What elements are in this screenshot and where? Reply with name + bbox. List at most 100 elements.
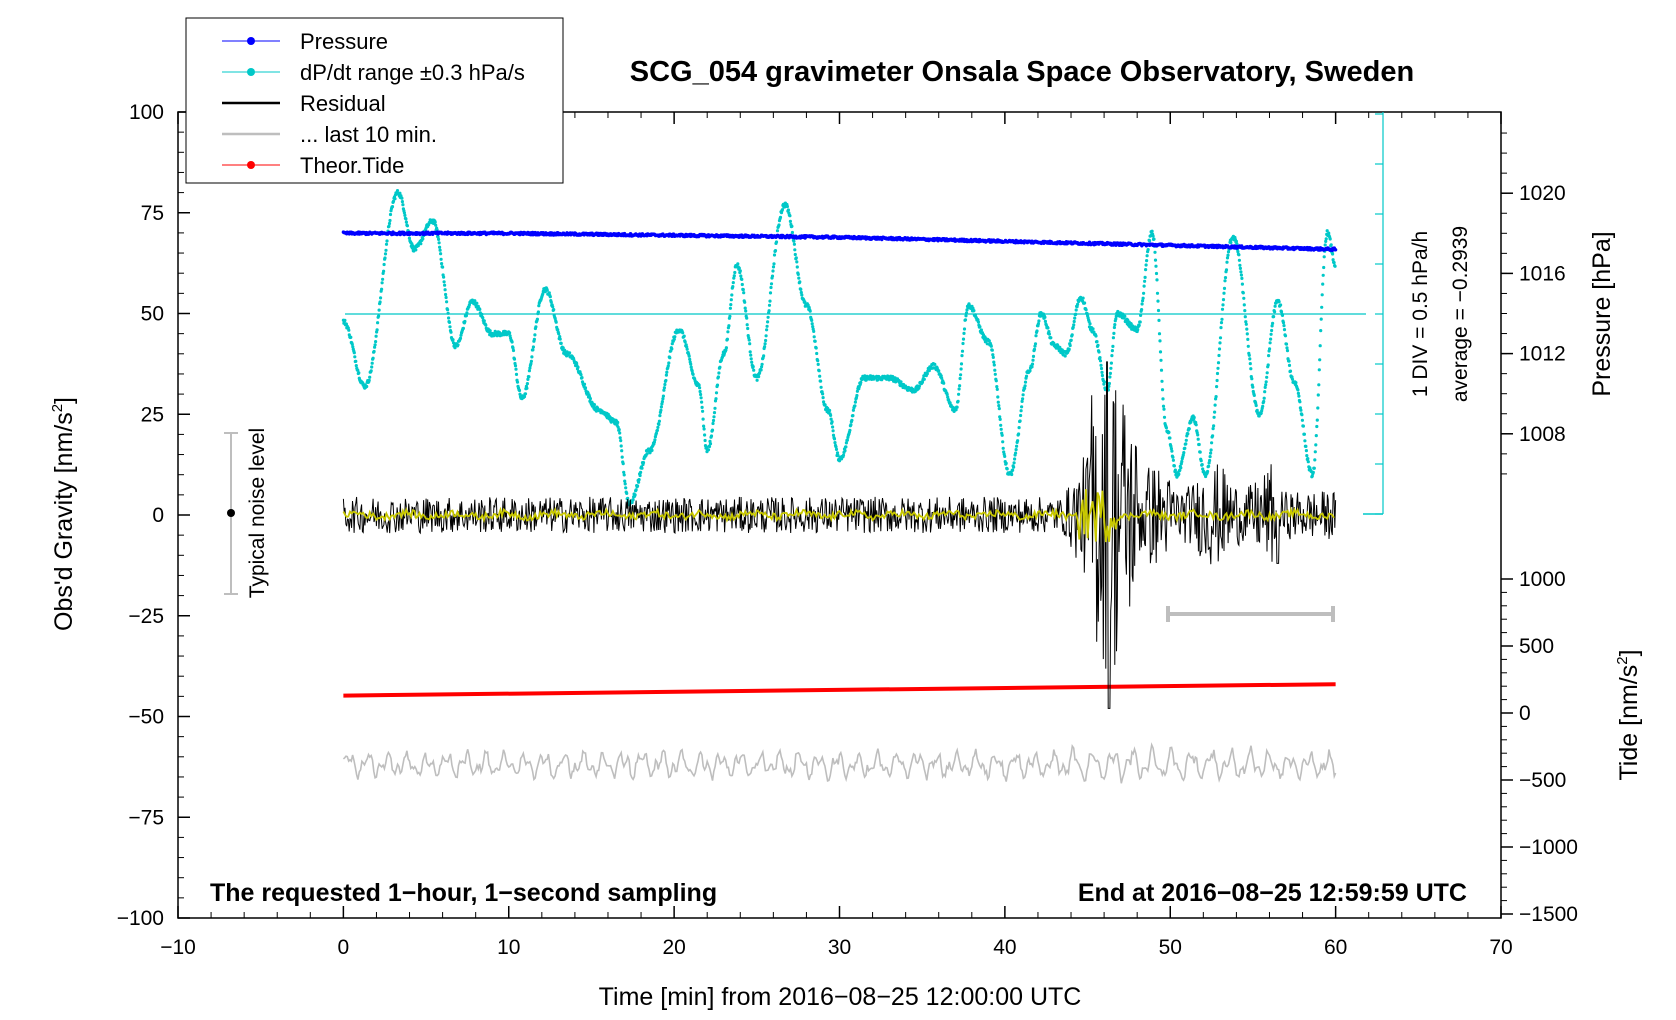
dpdt-point <box>1199 459 1203 463</box>
dpdt-point <box>1072 319 1076 324</box>
legend-label-dpdt: dP/dt range ±0.3 hPa/s <box>300 60 525 85</box>
dpdt-point <box>657 422 661 426</box>
dpdt-point <box>1000 433 1004 437</box>
x-tick-label: 10 <box>497 936 520 959</box>
dpdt-point <box>989 344 993 348</box>
dpdt-point <box>794 256 798 260</box>
dpdt-point <box>1049 336 1053 340</box>
dpdt-point <box>1226 253 1230 257</box>
dpdt-point <box>1273 304 1277 308</box>
dpdt-point <box>1033 342 1038 346</box>
dpdt-point <box>557 332 561 336</box>
dpdt-point <box>1215 378 1219 383</box>
dpdt-point <box>1319 329 1323 333</box>
dpdt-point <box>1246 337 1250 341</box>
dpdt-point <box>421 237 425 241</box>
dpdt-point <box>1318 358 1322 362</box>
dpdt-point <box>773 249 778 253</box>
dpdt-point <box>1317 383 1321 387</box>
dpdt-point <box>828 408 832 413</box>
dpdt-point <box>1219 326 1223 330</box>
dpdt-point <box>517 388 522 393</box>
dpdt-point <box>1169 444 1173 448</box>
dpdt-point <box>1255 408 1259 412</box>
dpdt-point <box>367 378 371 382</box>
dpdt-point <box>1028 369 1032 373</box>
dpdt-point <box>665 370 669 374</box>
dpdt-point <box>666 364 670 368</box>
dpdt-point <box>730 293 734 297</box>
dpdt-point <box>1304 449 1308 453</box>
dpdt-point <box>1184 442 1188 446</box>
dpdt-point <box>1046 326 1050 330</box>
y-axis-label-left: Obs'd Gravity [nm/s2] <box>49 397 78 631</box>
dpdt-point <box>716 375 721 379</box>
dpdt-point <box>712 415 716 419</box>
dpdt-point <box>1096 343 1100 347</box>
dpdt-point <box>954 408 958 412</box>
dpdt-point <box>765 328 769 332</box>
dpdt-point <box>437 241 441 245</box>
dpdt-point <box>957 387 961 391</box>
dpdt-point <box>1043 315 1047 319</box>
dpdt-point <box>1182 451 1186 455</box>
dpdt-point <box>998 417 1002 421</box>
dpdt-point <box>1099 366 1104 371</box>
dpdt-point <box>765 324 769 328</box>
dpdt-point <box>1159 358 1163 362</box>
dpdt-point <box>1018 419 1022 423</box>
dpdt-point <box>536 310 541 314</box>
y-tick-label: −75 <box>128 806 164 829</box>
dpdt-point <box>525 382 530 386</box>
dpdt-point <box>1251 385 1255 389</box>
dpdt-point <box>1238 263 1242 267</box>
dpdt-point <box>373 343 377 347</box>
dpdt-point <box>1071 325 1075 329</box>
dpdt-point <box>1248 357 1252 361</box>
dpdt-point <box>398 191 402 195</box>
dpdt-point <box>1098 359 1103 363</box>
dpdt-point <box>654 431 659 435</box>
dpdt-point <box>741 288 745 292</box>
dpdt-point <box>848 428 852 432</box>
dpdt-point <box>537 304 541 308</box>
dpdt-point <box>748 350 752 354</box>
average-annotation: average = −0.2939 <box>1449 226 1472 402</box>
y-tick-label: 75 <box>141 202 164 225</box>
dpdt-point <box>447 320 452 324</box>
dpdt-point <box>715 383 720 387</box>
dpdt-point <box>1279 310 1284 314</box>
dpdt-point <box>851 408 856 412</box>
dpdt-point <box>354 359 358 363</box>
dpdt-point <box>1198 450 1202 454</box>
dpdt-point <box>1207 464 1211 468</box>
dpdt-point <box>1259 411 1263 415</box>
dpdt-point <box>1031 358 1035 362</box>
dpdt-point <box>759 368 763 372</box>
dpdt-point <box>1100 370 1104 374</box>
chart-title: SCG_054 gravimeter Onsala Space Observat… <box>630 56 1414 88</box>
dpdt-point <box>955 405 959 409</box>
dpdt-point <box>702 427 706 431</box>
dpdt-point <box>766 315 770 319</box>
dpdt-point <box>1172 464 1176 468</box>
tide-tick-label: −500 <box>1519 769 1566 792</box>
dpdt-point <box>740 277 744 281</box>
dpdt-point <box>634 488 638 492</box>
dpdt-point <box>958 384 962 388</box>
dpdt-point <box>999 423 1003 427</box>
dpdt-point <box>670 347 674 351</box>
dpdt-point <box>390 205 395 209</box>
dpdt-point <box>1150 229 1154 233</box>
dpdt-point <box>384 248 388 252</box>
tide-line <box>343 682 1336 698</box>
dpdt-point <box>1215 385 1219 389</box>
dpdt-point <box>1210 441 1214 445</box>
dpdt-point <box>373 345 377 349</box>
dpdt-point <box>796 272 800 276</box>
dpdt-point <box>1187 427 1191 431</box>
dpdt-point <box>446 308 450 312</box>
dpdt-point <box>1021 397 1025 401</box>
dpdt-point <box>1067 347 1071 351</box>
dpdt-point <box>401 203 405 207</box>
